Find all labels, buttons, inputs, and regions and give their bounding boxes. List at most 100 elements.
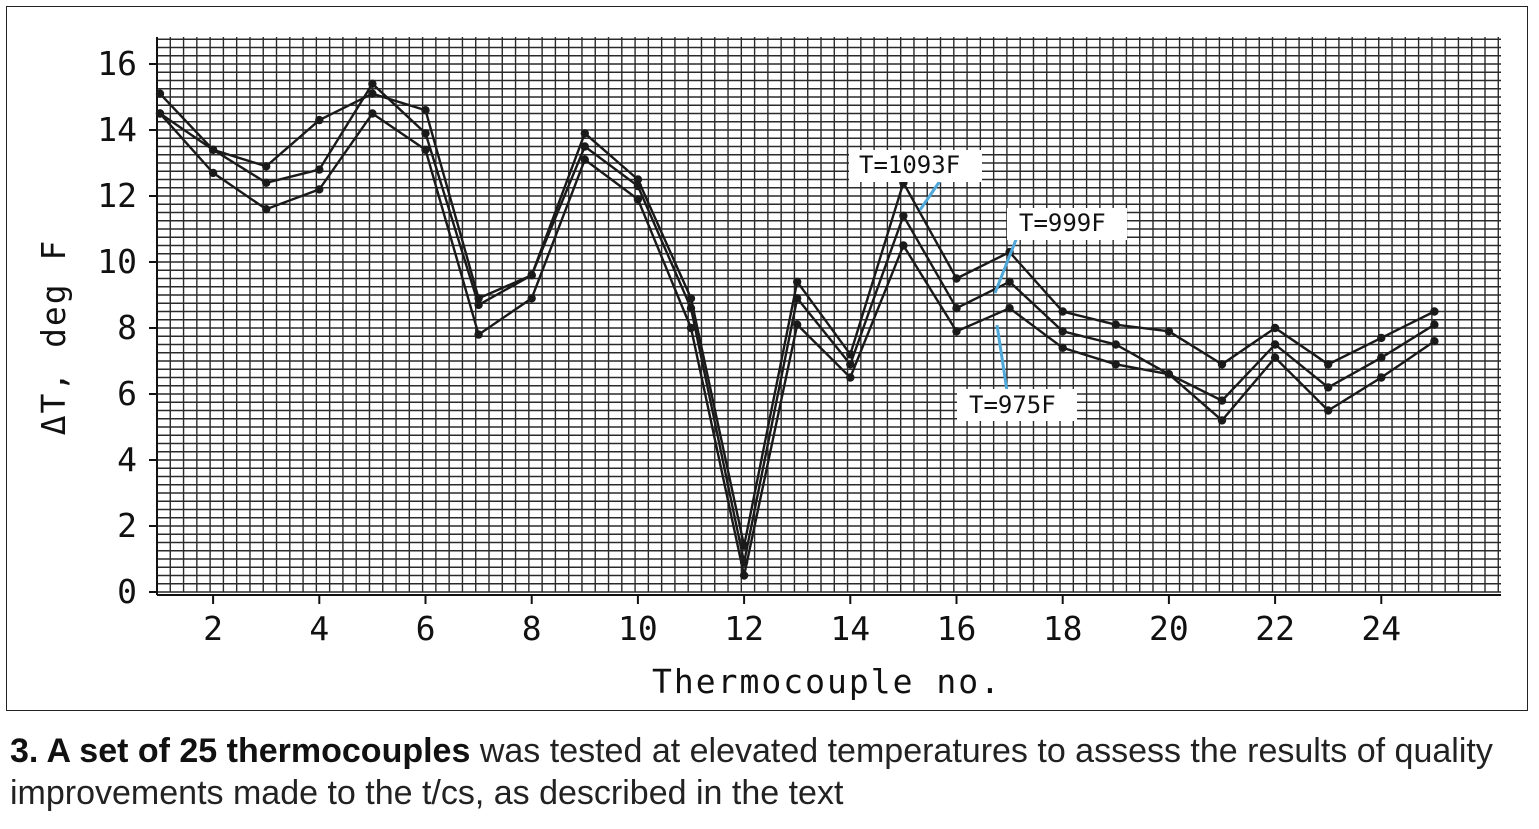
data-point bbox=[633, 181, 643, 191]
annotations: T=1093F T=999F T=975F bbox=[849, 150, 1127, 421]
data-point bbox=[1217, 396, 1227, 405]
data-point bbox=[952, 304, 961, 313]
data-point bbox=[899, 241, 908, 250]
data-point bbox=[1005, 277, 1014, 286]
data-point bbox=[208, 145, 218, 154]
data-point bbox=[1377, 373, 1386, 382]
data-point bbox=[315, 185, 324, 194]
data-point bbox=[1111, 340, 1121, 349]
data-point bbox=[793, 320, 802, 329]
annotation-leader bbox=[995, 324, 1009, 392]
annotation-label: T=975F bbox=[969, 391, 1056, 419]
annotation-box bbox=[849, 150, 982, 182]
chart-frame: 0 2 4 6 8 10 12 14 16 2 4 6 8 10 12 14 16 18 20 22 24 T=1093… bbox=[6, 6, 1528, 711]
data-point bbox=[262, 178, 271, 187]
data-point bbox=[421, 145, 430, 154]
data-point bbox=[474, 330, 483, 339]
data-point bbox=[1111, 360, 1121, 369]
series-3 bbox=[155, 109, 1439, 580]
data-point bbox=[899, 211, 908, 220]
data-point bbox=[155, 109, 165, 118]
y-tick-label: 14 bbox=[97, 110, 137, 149]
y-axis-title: ΔT, deg F bbox=[34, 239, 73, 436]
data-point bbox=[262, 162, 271, 171]
x-tick-label: 8 bbox=[522, 609, 542, 648]
x-tick-label: 18 bbox=[1043, 609, 1083, 648]
y-tick-label: 4 bbox=[117, 440, 137, 479]
annotation-label: T=999F bbox=[1019, 209, 1106, 237]
data-point bbox=[739, 571, 749, 580]
y-tick-label: 10 bbox=[97, 242, 137, 281]
data-point bbox=[315, 115, 324, 125]
data-point bbox=[952, 327, 961, 336]
data-point bbox=[1377, 333, 1386, 343]
x-tick-label: 10 bbox=[618, 609, 658, 648]
data-point bbox=[1217, 360, 1227, 369]
data-point bbox=[421, 129, 430, 138]
annotation-leader bbox=[918, 177, 944, 211]
data-point bbox=[1324, 383, 1333, 392]
x-tick-label: 22 bbox=[1255, 609, 1295, 648]
data-point bbox=[686, 304, 696, 313]
data-point bbox=[1377, 353, 1386, 362]
x-tick-label: 12 bbox=[724, 609, 764, 648]
data-point bbox=[1164, 327, 1174, 336]
data-point bbox=[1430, 320, 1439, 329]
data-point bbox=[474, 300, 483, 310]
data-point bbox=[633, 195, 643, 204]
x-tick-label: 2 bbox=[203, 609, 223, 648]
data-point bbox=[580, 142, 589, 151]
data-point bbox=[846, 373, 855, 382]
data-point bbox=[793, 294, 802, 303]
x-tick-label: 16 bbox=[937, 609, 977, 648]
data-point bbox=[580, 129, 589, 138]
data-point bbox=[1430, 337, 1439, 346]
caption-text: was tested at elevated temperatures to a… bbox=[10, 732, 1493, 812]
grid bbox=[156, 37, 1501, 593]
y-tick-label: 8 bbox=[117, 308, 137, 347]
series-2 bbox=[155, 79, 1439, 567]
x-axis-title: Thermocouple no. bbox=[652, 662, 1002, 701]
x-tick-label: 6 bbox=[416, 609, 436, 648]
data-point bbox=[580, 155, 589, 164]
data-point bbox=[1005, 304, 1014, 313]
data-point bbox=[155, 89, 165, 98]
data-point bbox=[1217, 416, 1227, 425]
data-point bbox=[1058, 327, 1067, 336]
y-tick-label: 12 bbox=[97, 176, 137, 215]
data-point bbox=[527, 271, 536, 280]
data-point bbox=[421, 106, 430, 115]
data-point bbox=[1270, 323, 1280, 333]
data-point bbox=[315, 165, 324, 174]
annotation-box bbox=[957, 389, 1077, 421]
data-point bbox=[1164, 370, 1174, 379]
x-tick-label: 14 bbox=[830, 609, 870, 648]
annotation-box bbox=[1007, 208, 1127, 240]
data-point bbox=[368, 109, 377, 118]
x-tick-label: 4 bbox=[309, 609, 329, 648]
data-point bbox=[1324, 360, 1333, 369]
data-point bbox=[1430, 307, 1439, 316]
series-layer bbox=[155, 79, 1439, 580]
data-point bbox=[527, 294, 536, 303]
data-point bbox=[262, 205, 271, 214]
data-point bbox=[1270, 353, 1280, 362]
y-tick-label: 2 bbox=[117, 506, 137, 545]
x-tick-label: 20 bbox=[1149, 609, 1189, 648]
annotation-label: T=1093F bbox=[859, 151, 960, 179]
data-point bbox=[1270, 340, 1280, 349]
y-tick-label: 16 bbox=[97, 44, 137, 83]
data-point bbox=[1058, 343, 1067, 352]
data-point bbox=[1111, 320, 1121, 329]
data-point bbox=[1324, 406, 1333, 415]
data-point bbox=[846, 360, 855, 369]
data-point bbox=[368, 89, 377, 98]
data-point bbox=[952, 274, 961, 283]
data-point bbox=[633, 175, 643, 184]
annotation-leader bbox=[993, 231, 1021, 294]
figure-caption: 3. A set of 25 thermocouples was tested … bbox=[10, 730, 1510, 814]
data-point bbox=[793, 277, 802, 286]
data-point bbox=[686, 323, 696, 333]
